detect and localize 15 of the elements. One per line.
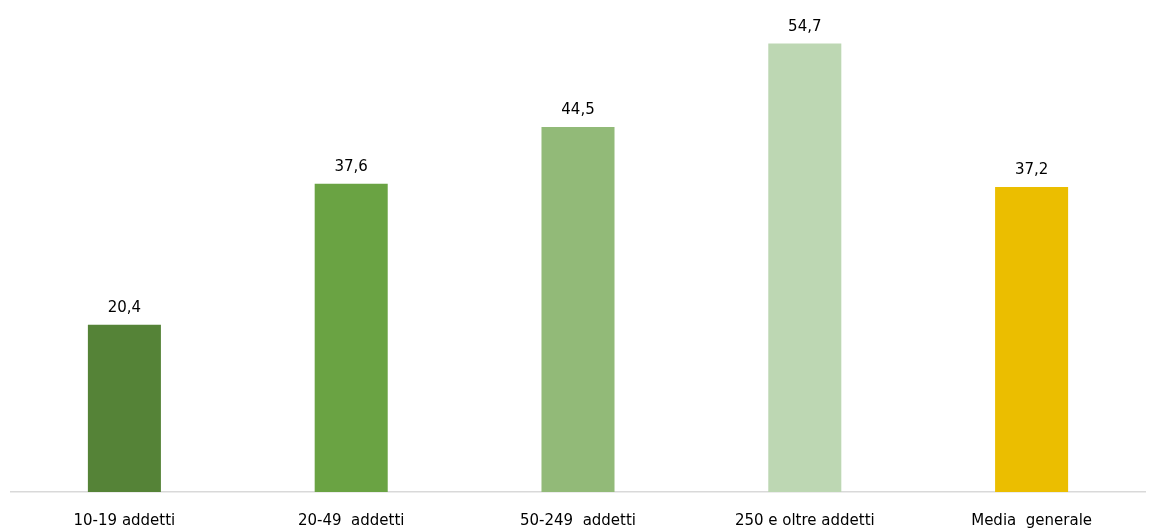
bar (87, 324, 161, 492)
x-tick-label: 20-49 addetti (297, 510, 405, 529)
bar (541, 127, 615, 492)
x-tick-label: 50-249 addetti (519, 510, 637, 529)
x-tick-label: Media generale (971, 510, 1093, 529)
bar (768, 43, 842, 492)
x-tick-label: 10-19 addetti (73, 510, 176, 529)
bar (314, 183, 388, 492)
x-tick-label: 250 e oltre addetti (734, 510, 875, 529)
data-label: 37,2 (1014, 160, 1049, 179)
data-label: 20,4 (107, 298, 142, 317)
data-label: 44,5 (561, 100, 595, 119)
bar (995, 186, 1069, 492)
data-label: 54,7 (788, 16, 822, 35)
data-label: 37,6 (334, 157, 368, 176)
